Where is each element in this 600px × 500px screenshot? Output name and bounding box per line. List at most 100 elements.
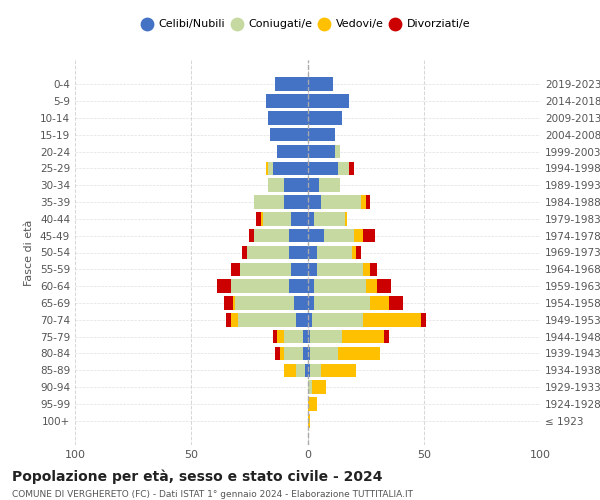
Bar xyxy=(268,178,284,192)
Bar xyxy=(280,346,284,360)
Bar xyxy=(308,212,314,226)
Bar xyxy=(389,296,403,310)
Bar xyxy=(308,128,335,141)
Bar xyxy=(308,78,333,91)
Bar xyxy=(303,330,308,344)
Bar xyxy=(240,262,291,276)
Bar xyxy=(324,229,354,242)
Bar xyxy=(266,94,308,108)
Bar xyxy=(308,280,314,293)
Bar xyxy=(291,212,308,226)
Bar xyxy=(335,145,340,158)
Legend: Celibi/Nubili, Coniugati/e, Vedovi/e, Divorziati/e: Celibi/Nubili, Coniugati/e, Vedovi/e, Di… xyxy=(141,16,474,32)
Bar xyxy=(377,280,391,293)
Bar xyxy=(421,313,426,326)
Bar xyxy=(242,246,247,259)
Bar xyxy=(296,364,305,377)
Bar xyxy=(233,296,235,310)
Bar xyxy=(289,246,308,259)
Bar xyxy=(308,246,317,259)
Bar xyxy=(308,111,343,124)
Bar xyxy=(314,212,345,226)
Bar xyxy=(365,196,370,209)
Bar xyxy=(254,196,284,209)
Bar xyxy=(370,262,377,276)
Bar xyxy=(310,364,322,377)
Bar xyxy=(344,212,347,226)
Bar xyxy=(343,330,384,344)
Bar xyxy=(235,296,293,310)
Bar xyxy=(305,364,308,377)
Bar xyxy=(284,330,303,344)
Bar xyxy=(224,296,233,310)
Bar xyxy=(268,162,272,175)
Bar xyxy=(272,330,277,344)
Bar xyxy=(308,346,310,360)
Bar xyxy=(308,262,317,276)
Bar xyxy=(308,296,314,310)
Bar xyxy=(272,162,308,175)
Bar xyxy=(349,162,354,175)
Bar xyxy=(338,346,380,360)
Bar xyxy=(364,313,421,326)
Bar xyxy=(356,246,361,259)
Bar xyxy=(317,262,364,276)
Bar xyxy=(317,246,352,259)
Bar xyxy=(284,364,296,377)
Bar xyxy=(314,296,370,310)
Bar xyxy=(308,330,310,344)
Bar xyxy=(266,162,268,175)
Bar xyxy=(370,296,389,310)
Bar xyxy=(231,280,289,293)
Bar xyxy=(361,196,365,209)
Bar xyxy=(284,178,308,192)
Bar xyxy=(289,280,308,293)
Bar xyxy=(322,196,361,209)
Bar xyxy=(296,313,308,326)
Bar xyxy=(319,178,340,192)
Bar xyxy=(263,212,291,226)
Bar xyxy=(291,262,308,276)
Bar xyxy=(308,229,324,242)
Bar xyxy=(250,229,254,242)
Bar xyxy=(310,346,338,360)
Bar xyxy=(226,313,231,326)
Bar xyxy=(308,397,317,410)
Bar xyxy=(254,229,289,242)
Bar xyxy=(308,145,335,158)
Bar xyxy=(310,330,343,344)
Bar xyxy=(352,246,356,259)
Y-axis label: Anni di nascita: Anni di nascita xyxy=(597,211,600,294)
Bar xyxy=(284,346,303,360)
Bar xyxy=(308,364,310,377)
Bar xyxy=(308,178,319,192)
Bar xyxy=(322,364,356,377)
Bar xyxy=(284,196,308,209)
Bar xyxy=(365,280,377,293)
Bar xyxy=(314,280,365,293)
Bar xyxy=(338,162,349,175)
Bar xyxy=(312,313,363,326)
Bar xyxy=(231,262,240,276)
Bar xyxy=(312,380,326,394)
Bar xyxy=(268,111,308,124)
Bar xyxy=(271,128,308,141)
Bar xyxy=(217,280,231,293)
Bar xyxy=(308,313,312,326)
Bar xyxy=(354,229,364,242)
Bar xyxy=(364,229,375,242)
Bar xyxy=(289,229,308,242)
Bar xyxy=(256,212,261,226)
Bar xyxy=(303,346,308,360)
Bar xyxy=(275,346,280,360)
Text: Popolazione per età, sesso e stato civile - 2024: Popolazione per età, sesso e stato civil… xyxy=(12,470,383,484)
Bar xyxy=(261,212,263,226)
Bar xyxy=(293,296,308,310)
Bar xyxy=(384,330,389,344)
Bar xyxy=(308,162,338,175)
Bar xyxy=(308,94,349,108)
Bar xyxy=(308,196,322,209)
Bar xyxy=(238,313,296,326)
Bar xyxy=(275,78,308,91)
Y-axis label: Fasce di età: Fasce di età xyxy=(25,220,34,286)
